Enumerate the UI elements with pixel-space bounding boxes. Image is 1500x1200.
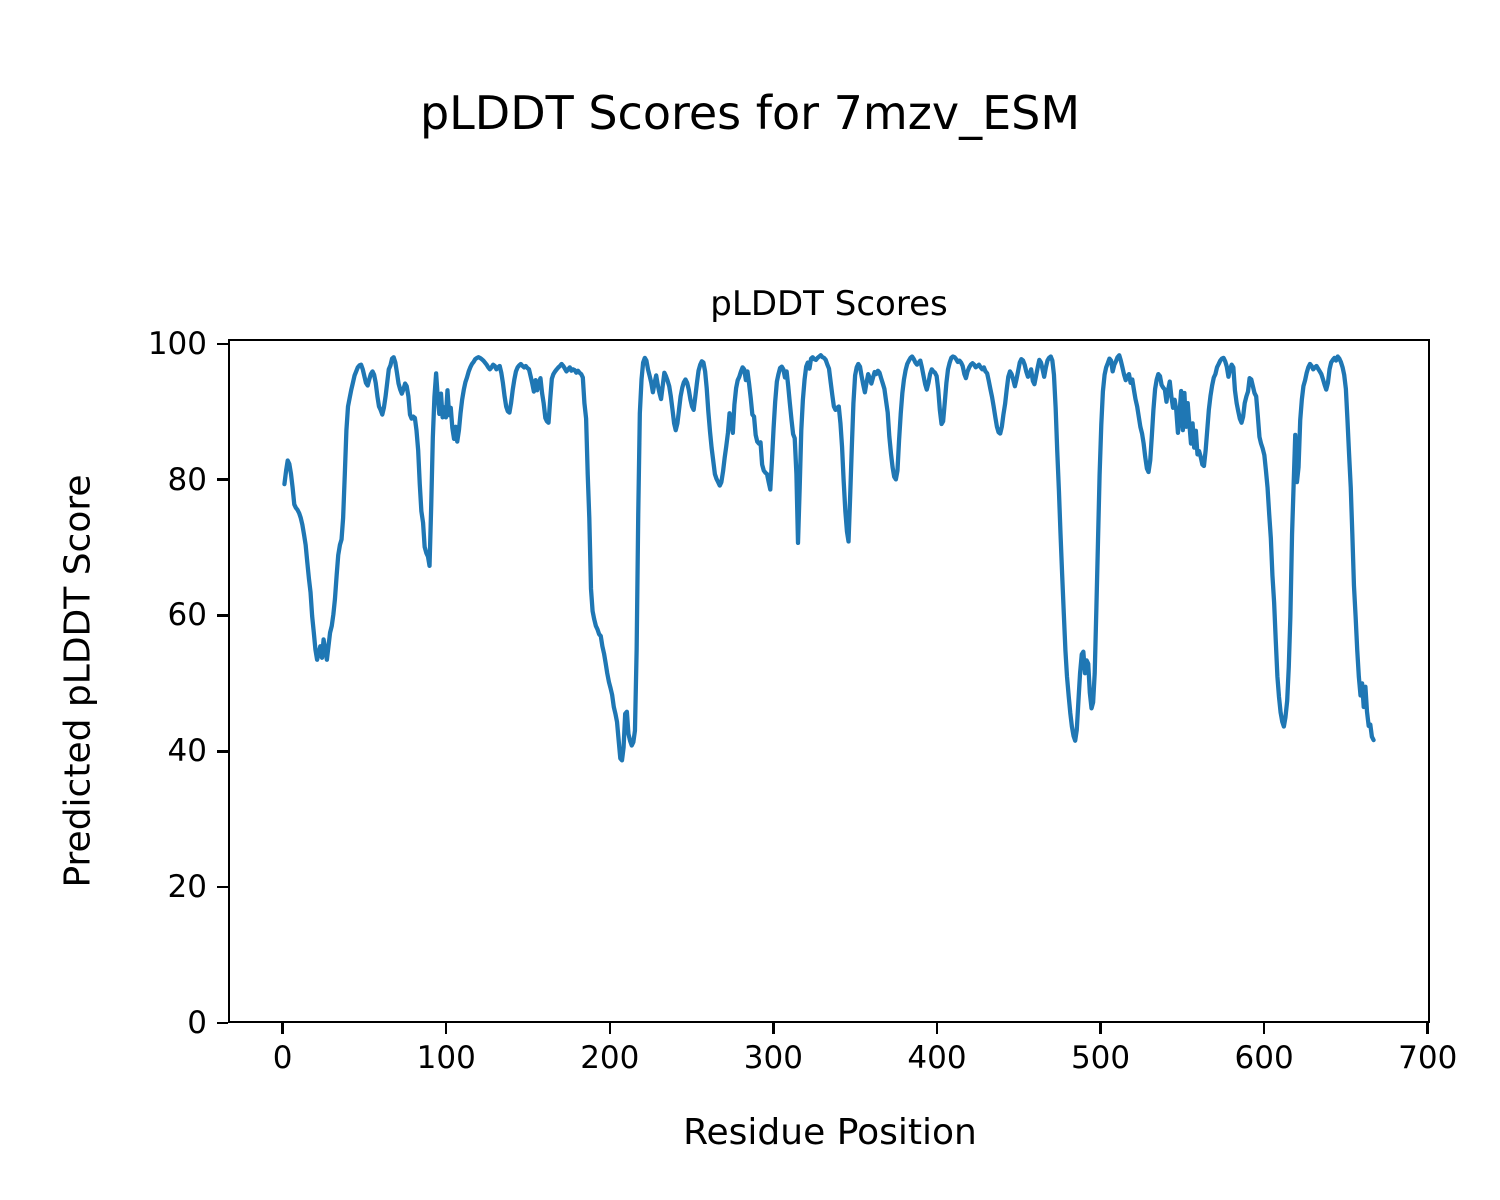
y-tick-label: 40 [167, 733, 207, 770]
y-tick-label: 100 [147, 325, 207, 362]
y-tick-label: 0 [187, 1005, 207, 1041]
y-tick-mark [217, 1021, 228, 1025]
x-tick-label: 100 [416, 1040, 476, 1076]
x-tick-label: 200 [580, 1040, 640, 1076]
x-tick-mark [772, 1023, 775, 1034]
y-tick-label: 80 [167, 461, 207, 498]
x-axis-label: Residue Position [683, 1112, 977, 1153]
plddt-line-series [282, 353, 1376, 763]
y-tick-mark [217, 614, 228, 617]
x-tick-label: 500 [1070, 1040, 1131, 1076]
x-tick-label: 300 [743, 1040, 803, 1076]
y-tick-mark [217, 750, 228, 753]
x-tick-label: 600 [1234, 1040, 1294, 1076]
x-tick-mark [1262, 1023, 1266, 1034]
y-tick-mark [217, 885, 228, 889]
y-axis-label: Predicted pLDDT Score [57, 474, 99, 888]
x-tick-mark [1099, 1023, 1102, 1034]
figure-title: pLDDT Scores for 7mzv_ESM [419, 86, 1081, 140]
x-tick-mark [281, 1023, 284, 1034]
x-tick-mark [444, 1023, 448, 1034]
x-tick-mark [1426, 1023, 1429, 1034]
x-tick-mark [935, 1023, 939, 1034]
axes-area: pLDDT Scores [228, 284, 1430, 1023]
y-tick-label: 60 [167, 597, 207, 634]
axes-title: pLDDT Scores [710, 284, 948, 324]
plot-line-svg [282, 353, 1376, 763]
x-tick-label: 400 [907, 1040, 967, 1076]
y-tick-mark [217, 478, 228, 481]
x-tick-mark [608, 1023, 612, 1034]
y-tick-mark [217, 342, 228, 345]
y-tick-label: 20 [167, 869, 207, 906]
x-tick-label: 0 [272, 1040, 293, 1076]
x-tick-label: 700 [1398, 1040, 1458, 1076]
